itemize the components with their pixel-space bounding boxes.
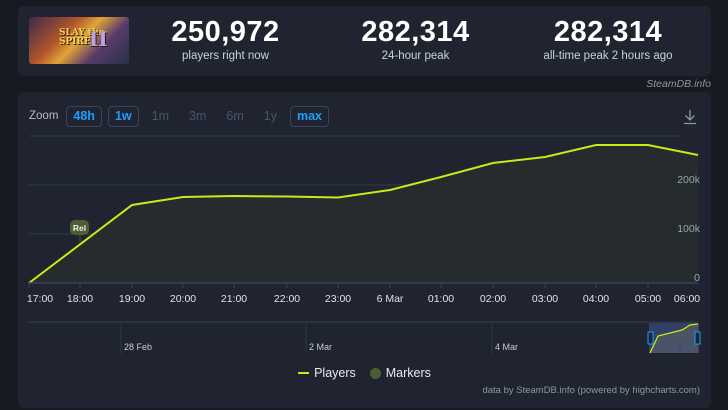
release-marker[interactable]: Rel <box>70 220 89 242</box>
steamdb-watermark: SteamDB.info <box>646 78 711 90</box>
svg-text:22:00: 22:00 <box>274 293 300 305</box>
svg-text:03:00: 03:00 <box>532 293 558 305</box>
zoom-6m-button[interactable]: 6m <box>219 106 250 127</box>
svg-text:06:00: 06:00 <box>674 293 700 305</box>
navigator-left-handle[interactable] <box>647 331 654 345</box>
player-count-chart: 17:00 18:00 19:00 20:00 21:00 22:00 23:0… <box>27 135 701 354</box>
navigator-line <box>649 323 699 354</box>
line-swatch-icon <box>298 372 310 374</box>
stat-label: 24-hour peak <box>381 50 450 62</box>
circle-swatch-icon <box>369 367 381 379</box>
zoom-1w-button[interactable]: 1w <box>107 105 139 127</box>
svg-text:05:00: 05:00 <box>635 293 661 305</box>
navigator[interactable]: 28 Feb 2 Mar 4 Mar 6... <box>29 321 701 354</box>
stat-value: 282,314 <box>553 16 663 48</box>
stat-value: 282,314 <box>361 16 470 48</box>
zoom-range-selector: Zoom 48h 1w 1m 3m 6m 1y max <box>29 105 329 127</box>
svg-text:20:00: 20:00 <box>170 293 196 305</box>
chart-panel: Zoom 48h 1w 1m 3m 6m 1y max <box>18 92 711 408</box>
legend-item-markers[interactable]: Markers <box>369 366 431 380</box>
svg-text:04:00: 04:00 <box>583 293 609 305</box>
chart-credits[interactable]: data by SteamDB.info (powered by highcha… <box>482 385 700 396</box>
svg-text:21:00: 21:00 <box>221 293 247 305</box>
navigator-right-handle[interactable] <box>694 331 701 345</box>
y-axis-labels: 200k 100k 0 <box>677 174 701 284</box>
svg-text:2 Mar: 2 Mar <box>309 342 332 352</box>
x-axis-labels: 17:00 18:00 19:00 20:00 21:00 22:00 23:0… <box>27 293 700 305</box>
svg-text:28 Feb: 28 Feb <box>124 342 152 352</box>
zoom-max-button[interactable]: max <box>289 105 329 127</box>
x-axis-ticks <box>28 283 649 288</box>
stats-panel: SLAY the SPIRE II 250,972 players right … <box>18 6 711 76</box>
stat-players-now: 250,972 players right now <box>158 16 293 63</box>
svg-text:0: 0 <box>694 272 700 284</box>
svg-text:6...: 6... <box>677 343 690 353</box>
svg-text:200k: 200k <box>677 174 701 186</box>
zoom-label: Zoom <box>29 110 59 122</box>
logo-line-1: SLAY the <box>59 28 105 38</box>
stat-label: all-time peak 2 hours ago <box>543 50 673 62</box>
zoom-1y-button[interactable]: 1y <box>257 106 284 127</box>
svg-text:02:00: 02:00 <box>480 293 506 305</box>
legend-label: Markers <box>385 366 431 380</box>
svg-text:6 Mar: 6 Mar <box>377 293 404 305</box>
players-area <box>29 145 698 283</box>
legend-label: Players <box>314 366 356 380</box>
download-icon[interactable] <box>683 109 697 125</box>
logo-numeral: II <box>89 27 108 51</box>
legend-item-players[interactable]: Players <box>298 366 356 380</box>
svg-text:23:00: 23:00 <box>325 293 351 305</box>
zoom-3m-button[interactable]: 3m <box>182 106 213 127</box>
zoom-1m-button[interactable]: 1m <box>145 106 176 127</box>
navigator-labels: 28 Feb 2 Mar 4 Mar <box>124 342 518 352</box>
navigator-area <box>650 324 698 353</box>
stat-value: 250,972 <box>171 16 280 48</box>
svg-text:01:00: 01:00 <box>428 293 454 305</box>
svg-text:Rel: Rel <box>73 223 86 233</box>
stat-24-hour-peak: 282,314 24-hour peak <box>348 16 483 63</box>
svg-text:19:00: 19:00 <box>119 293 145 305</box>
game-banner-image[interactable]: SLAY the SPIRE II <box>29 17 129 64</box>
svg-text:17:00: 17:00 <box>27 293 53 305</box>
stat-label: players right now <box>182 50 269 62</box>
logo-line-2: SPIRE <box>59 37 91 47</box>
svg-text:4 Mar: 4 Mar <box>495 342 518 352</box>
svg-text:100k: 100k <box>677 223 701 235</box>
stat-all-time-peak: 282,314 all-time peak 2 hours ago <box>528 16 688 63</box>
chart-legend: Players Markers <box>18 366 711 380</box>
game-logo: SLAY the SPIRE II <box>59 28 108 50</box>
zoom-48h-button[interactable]: 48h <box>66 105 102 127</box>
players-line[interactable] <box>28 144 699 284</box>
svg-text:18:00: 18:00 <box>67 293 93 305</box>
